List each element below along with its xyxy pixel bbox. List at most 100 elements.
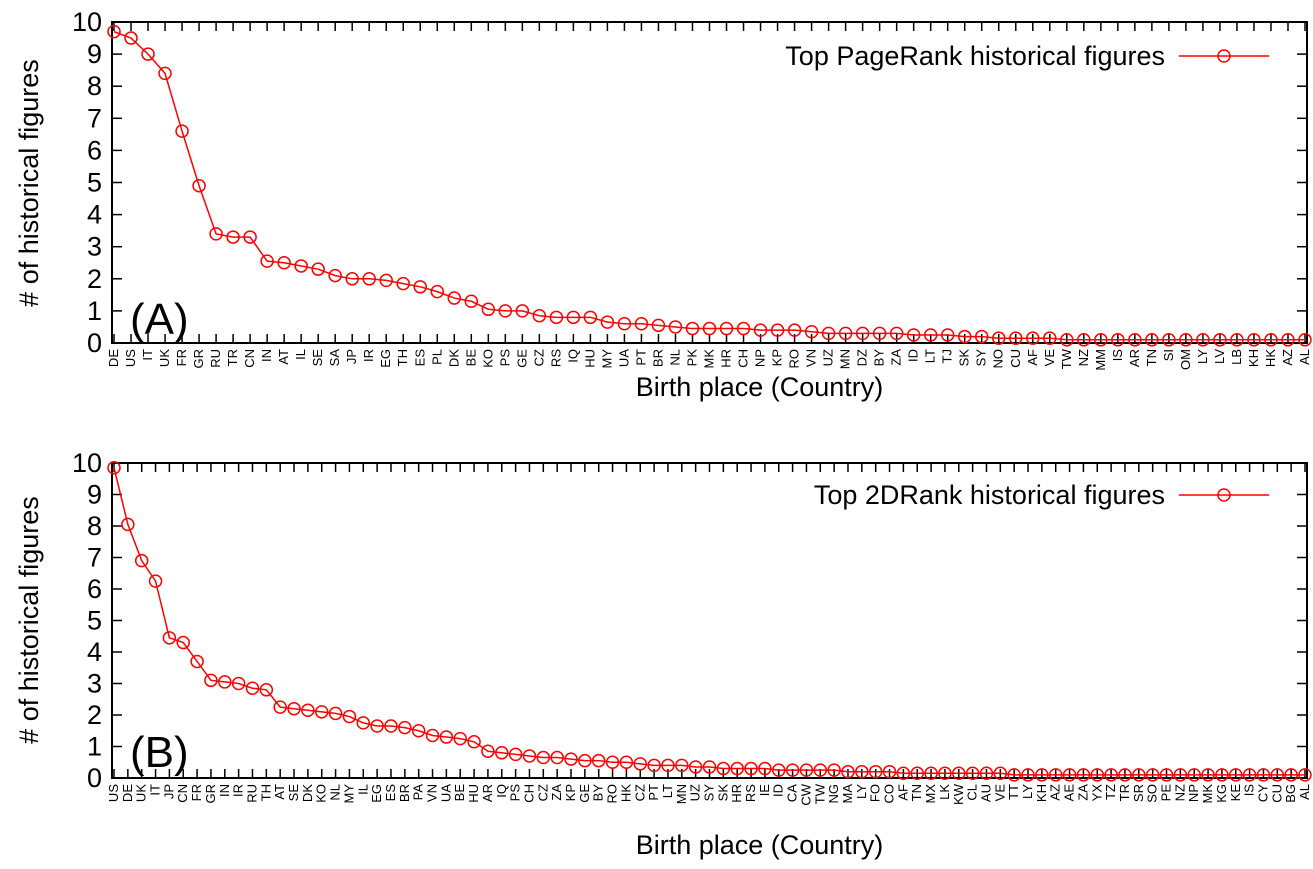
panel-b-data-point <box>231 676 246 691</box>
panel-b-data-point <box>550 750 564 765</box>
panel-b-x-tick-label: AF <box>895 784 910 801</box>
panel-b-x-tick-label: IS <box>1242 784 1257 797</box>
panel-b-data-point <box>162 631 177 645</box>
panel-a-data-point <box>719 321 734 336</box>
panel-a-data-point <box>855 326 870 341</box>
panel-b-data-point <box>425 728 440 743</box>
panel-a-x-tick-label: RU <box>208 349 223 368</box>
panel-a-data-point <box>141 47 155 61</box>
panel-b-panel-label: (B) <box>130 728 189 777</box>
panel-a-data-point <box>498 304 513 318</box>
panel-a-data-point <box>889 326 904 341</box>
panel-b-data-point <box>785 763 800 777</box>
panel-b-x-tick-label: GR <box>203 784 218 804</box>
panel-a-data-point <box>294 259 308 273</box>
panel-b-data-point <box>1132 768 1146 782</box>
panel-a-x-tick-label: BR <box>650 349 665 367</box>
panel-a-y-tick-label: 7 <box>87 103 102 133</box>
panel-b-x-tick-label: GE <box>577 784 592 803</box>
panel-a-data-point <box>651 318 666 333</box>
panel-a-data-point <box>1077 333 1091 347</box>
panel-a-y-tick-label: 9 <box>87 39 102 69</box>
panel-b-x-tick-label: SK <box>715 784 730 802</box>
panel-b-x-tick-label: TW <box>812 783 827 804</box>
panel-b-y-tick-label: 3 <box>87 669 102 699</box>
panel-a-data-point <box>192 178 206 193</box>
panel-b-x-tick-label: AZ <box>1048 784 1063 801</box>
panel-b-data-point <box>356 716 371 730</box>
panel-a-x-tick-label: NO <box>991 349 1006 369</box>
panel-a-x-tick-label: RO <box>787 349 802 369</box>
panel-b-data-point <box>411 724 426 738</box>
panel-b-data-point <box>855 764 869 779</box>
panel-b-x-tick-label: CU <box>1269 784 1284 803</box>
panel-a-data-point <box>277 256 291 270</box>
panel-a-data-point <box>872 326 887 341</box>
panel-b-x-tick-label: LY <box>854 784 869 799</box>
panel-a-data-point <box>209 227 223 241</box>
panel-b-x-tick-label: CW <box>798 783 813 805</box>
panel-a-x-tick-label: MM <box>1093 349 1108 371</box>
panel-a-data-point <box>124 31 138 45</box>
panel-b-data-point <box>384 719 398 733</box>
panel-b-data-point <box>758 761 772 776</box>
panel-a-data-point <box>430 284 445 299</box>
panel-a-x-tick-label: LB <box>1229 349 1244 365</box>
panel-a-y-tick-label: 0 <box>87 328 102 358</box>
panel-b-data-point <box>1201 768 1215 782</box>
panel-b-data-point <box>1076 768 1091 782</box>
panel-a-x-tick-label: JP <box>344 349 359 364</box>
panel-b-y-tick-label: 2 <box>87 700 102 730</box>
panel-a-data-point <box>362 272 376 286</box>
panel-b-data-point <box>1035 768 1049 782</box>
panel-b-data-point <box>702 760 717 774</box>
panel-b-data-point <box>508 747 523 762</box>
panel-a-x-tick-label: UA <box>616 349 631 367</box>
panel-b-data-point <box>1173 768 1188 782</box>
panel-b-x-tick-label: MA <box>840 784 855 804</box>
panel-a-x-tick-label: AT <box>276 349 291 365</box>
panel-b-x-tick-label: TZ <box>1103 784 1118 800</box>
panel-a-x-tick-label: DE <box>106 349 121 367</box>
panel-a-x-tick-label: LV <box>1212 349 1227 364</box>
panel-a-x-tick-label: OM <box>1178 349 1193 370</box>
panel-b-data-point <box>910 766 924 781</box>
panel-b-series-line <box>113 467 1305 776</box>
panel-a-data-point <box>260 254 274 268</box>
panel-b-data-point <box>1090 768 1105 782</box>
panel-a-x-tick-label: AZ <box>1280 349 1295 366</box>
panel-b-x-tick-label: RO <box>605 784 620 804</box>
panel-b-x-tick-label: CH <box>521 784 536 803</box>
panel-a-data-point <box>515 304 530 318</box>
panel-a-data-point <box>345 272 359 286</box>
panel-b-data-point <box>301 703 315 718</box>
panel-b-data-point <box>924 766 938 781</box>
panel-a-x-tick-label: TH <box>395 349 410 366</box>
panel-b-x-tick-label: VE <box>992 784 1007 802</box>
panel-b-data-point <box>1145 768 1160 782</box>
panel-b-x-tick-label: HR <box>729 784 744 803</box>
panel-b-x-tick-label: AE <box>1062 784 1077 802</box>
panel-a-x-tick-label: CZ <box>531 349 546 366</box>
panel-b-data-point <box>495 746 509 760</box>
panel-b-data-point <box>134 553 149 568</box>
panel-b-x-tick-label: BE <box>452 784 467 802</box>
panel-a-data-point <box>1145 333 1159 347</box>
panel-b-data-point <box>1048 768 1063 782</box>
panel-b-x-tick-label: JP <box>161 784 176 799</box>
panel-b-data-point <box>716 761 731 776</box>
panel-b-x-tick-label: KW <box>951 783 966 805</box>
panel-a-x-tick-label: US <box>123 349 138 367</box>
panel-b-data-point <box>1187 768 1201 782</box>
panel-b-data-point <box>1229 768 1243 782</box>
panel-a-y-axis-title: # of historical figures <box>14 59 44 307</box>
panel-a-x-tick-label: SE <box>310 349 325 367</box>
panel-a-data-point <box>634 316 649 331</box>
panel-b-x-tick-label: AT <box>272 784 287 800</box>
panel-a-data-point <box>906 328 921 342</box>
panel-b-data-point <box>564 752 578 766</box>
panel-a-data-point <box>600 315 615 329</box>
panel-a-data-point <box>226 230 240 244</box>
panel-b-data-point <box>578 753 592 768</box>
panel-a-x-tick-label: TN <box>1144 349 1159 366</box>
